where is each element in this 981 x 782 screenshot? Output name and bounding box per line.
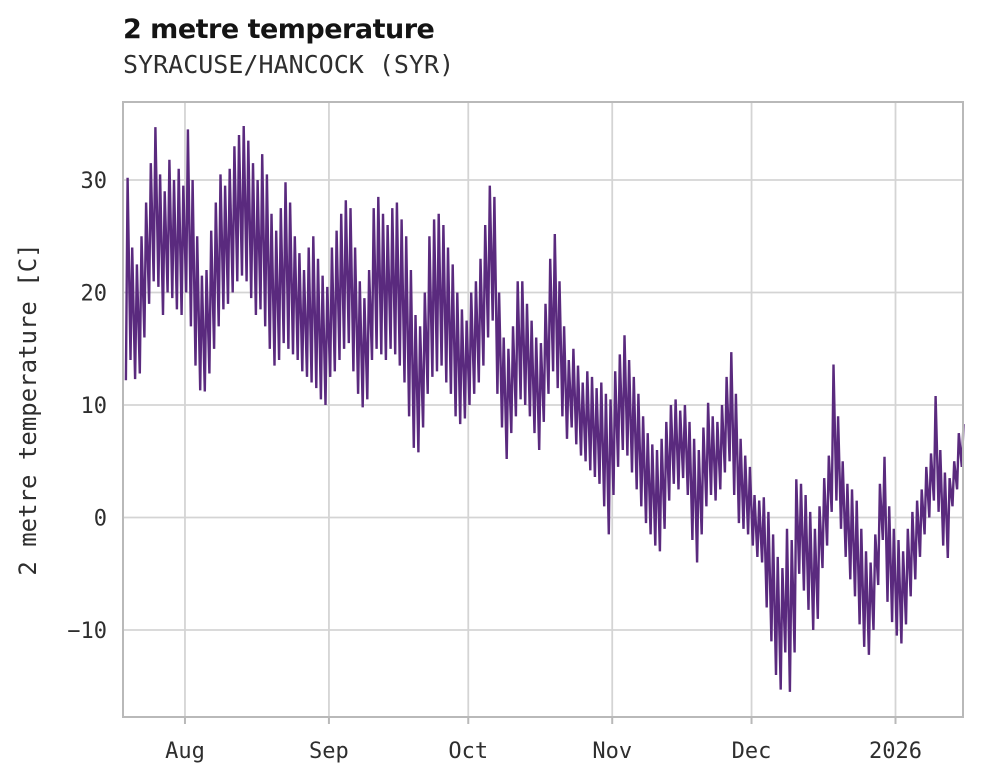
y-tick-label: −10: [67, 619, 107, 644]
x-tick-label: Sep: [309, 739, 349, 764]
y-axis-label: 2 metre temperature [C]: [14, 243, 42, 575]
plot-border: [122, 101, 964, 718]
temperature-series-line: [124, 125, 965, 692]
chart-title: 2 metre temperature: [123, 14, 435, 45]
x-tick-label: Oct: [448, 739, 488, 764]
x-tick-label: Dec: [732, 739, 772, 764]
chart-subtitle: SYRACUSE/HANCOCK (SYR): [123, 50, 455, 79]
y-tick-label: 30: [81, 169, 108, 194]
x-tick-label: 2026: [869, 739, 922, 764]
y-tick-label: 20: [81, 282, 108, 307]
y-tick-label: 0: [94, 507, 107, 532]
x-tick-label: Aug: [165, 739, 205, 764]
x-tick-label: Nov: [592, 739, 632, 764]
y-tick-label: 10: [81, 394, 108, 419]
